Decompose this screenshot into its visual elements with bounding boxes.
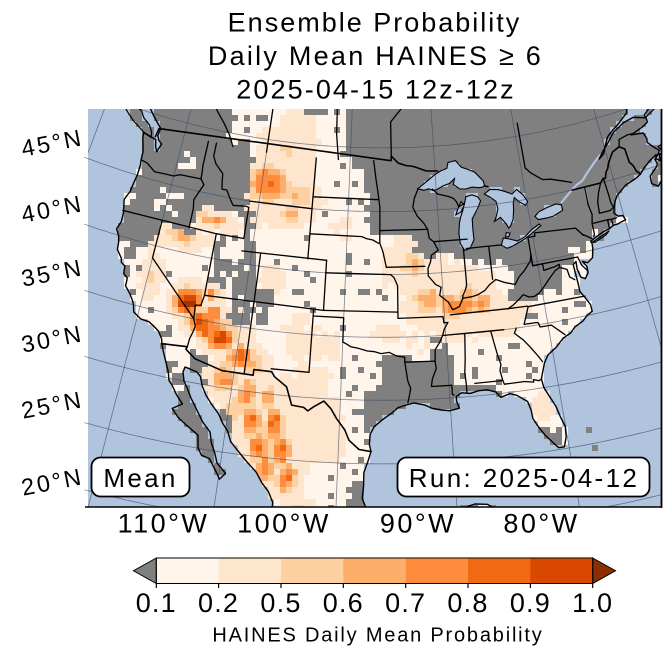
svg-text:110°W: 110°W (118, 509, 210, 539)
svg-text:Mean: Mean (103, 463, 177, 493)
svg-text:0.8: 0.8 (447, 588, 488, 618)
svg-text:0.5: 0.5 (260, 588, 301, 618)
svg-text:Ensemble Probability: Ensemble Probability (228, 7, 522, 37)
svg-text:2025-04-15 12z-12z: 2025-04-15 12z-12z (236, 74, 515, 104)
svg-text:0.6: 0.6 (323, 588, 364, 618)
svg-text:HAINES Daily Mean Probability: HAINES Daily Mean Probability (212, 625, 543, 647)
svg-text:0.1: 0.1 (136, 588, 177, 618)
svg-text:Daily Mean HAINES ≥ 6: Daily Mean HAINES ≥ 6 (208, 41, 543, 71)
svg-text:80°W: 80°W (503, 509, 579, 539)
svg-text:100°W: 100°W (237, 509, 331, 539)
svg-text:1.0: 1.0 (572, 588, 613, 618)
svg-text:90°W: 90°W (380, 509, 456, 539)
svg-text:0.2: 0.2 (198, 588, 239, 618)
svg-text:0.7: 0.7 (385, 588, 426, 618)
svg-text:0.9: 0.9 (510, 588, 551, 618)
svg-text:Run: 2025-04-12: Run: 2025-04-12 (409, 463, 639, 493)
